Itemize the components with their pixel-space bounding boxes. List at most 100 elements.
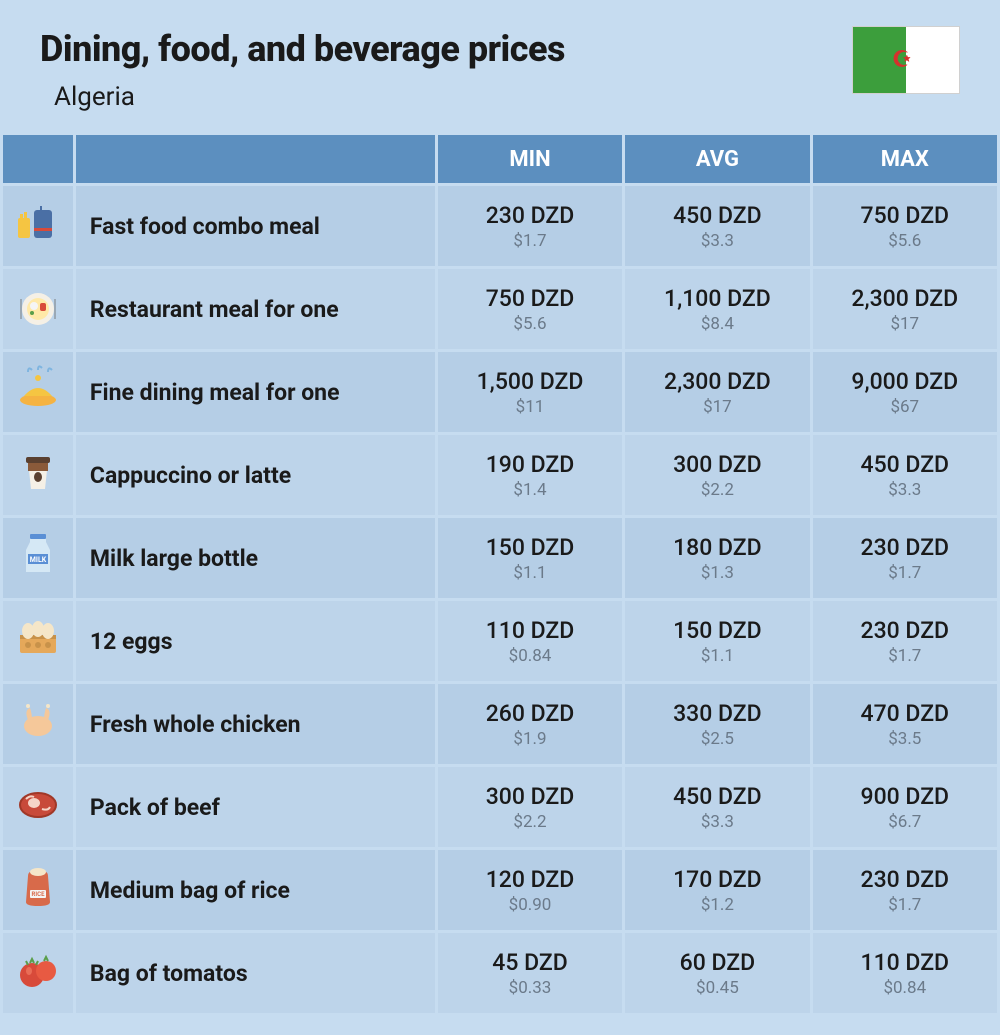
eggs-icon <box>3 601 73 681</box>
price-local: 300 DZD <box>625 450 809 480</box>
price-local: 2,300 DZD <box>813 284 997 314</box>
price-local: 110 DZD <box>813 948 997 978</box>
price-max: 2,300 DZD$17 <box>813 269 997 349</box>
price-min: 120 DZD$0.90 <box>438 850 622 930</box>
country-flag: ☪ <box>852 26 960 94</box>
flag-right-stripe: ☪ <box>906 27 959 93</box>
price-max: 750 DZD$5.6 <box>813 186 997 266</box>
price-avg: 450 DZD$3.3 <box>625 767 809 847</box>
price-min: 750 DZD$5.6 <box>438 269 622 349</box>
price-usd: $5.6 <box>813 231 997 251</box>
price-avg: 330 DZD$2.5 <box>625 684 809 764</box>
price-usd: $8.4 <box>625 314 809 334</box>
price-usd: $2.5 <box>625 729 809 749</box>
price-min: 190 DZD$1.4 <box>438 435 622 515</box>
price-min: 110 DZD$0.84 <box>438 601 622 681</box>
price-usd: $1.7 <box>438 231 622 251</box>
price-local: 450 DZD <box>625 201 809 231</box>
price-usd: $0.84 <box>438 646 622 666</box>
restaurant-meal-icon <box>3 269 73 349</box>
price-min: 45 DZD$0.33 <box>438 933 622 1013</box>
item-label: Milk large bottle <box>76 518 435 598</box>
price-usd: $1.4 <box>438 480 622 500</box>
price-min: 260 DZD$1.9 <box>438 684 622 764</box>
price-usd: $2.2 <box>438 812 622 832</box>
header-max: MAX <box>813 135 997 183</box>
price-usd: $0.84 <box>813 978 997 998</box>
price-usd: $3.3 <box>625 231 809 251</box>
price-max: 470 DZD$3.5 <box>813 684 997 764</box>
price-local: 110 DZD <box>438 616 622 646</box>
flag-emblem-icon: ☪ <box>892 48 912 73</box>
item-label: Restaurant meal for one <box>76 269 435 349</box>
price-local: 750 DZD <box>813 201 997 231</box>
header-avg: AVG <box>625 135 809 183</box>
price-local: 150 DZD <box>438 533 622 563</box>
price-max: 230 DZD$1.7 <box>813 850 997 930</box>
price-max: 900 DZD$6.7 <box>813 767 997 847</box>
table-row: MILK Milk large bottle150 DZD$1.1180 DZD$… <box>3 518 997 598</box>
price-table-wrap: MIN AVG MAX Fast food combo meal230 DZD$… <box>0 132 1000 1016</box>
price-min: 1,500 DZD$11 <box>438 352 622 432</box>
tomatoes-icon <box>3 933 73 1013</box>
price-local: 1,100 DZD <box>625 284 809 314</box>
price-usd: $1.2 <box>625 895 809 915</box>
price-local: 180 DZD <box>625 533 809 563</box>
price-avg: 2,300 DZD$17 <box>625 352 809 432</box>
price-avg: 170 DZD$1.2 <box>625 850 809 930</box>
table-row: Fresh whole chicken260 DZD$1.9330 DZD$2.… <box>3 684 997 764</box>
price-max: 9,000 DZD$67 <box>813 352 997 432</box>
price-max: 230 DZD$1.7 <box>813 518 997 598</box>
table-row: Restaurant meal for one750 DZD$5.61,100 … <box>3 269 997 349</box>
rice-bag-icon: RICE <box>3 850 73 930</box>
price-usd: $1.3 <box>625 563 809 583</box>
price-usd: $1.7 <box>813 563 997 583</box>
price-avg: 300 DZD$2.2 <box>625 435 809 515</box>
price-local: 150 DZD <box>625 616 809 646</box>
beef-icon <box>3 767 73 847</box>
price-local: 170 DZD <box>625 865 809 895</box>
table-header-row: MIN AVG MAX <box>3 135 997 183</box>
table-row: Cappuccino or latte190 DZD$1.4300 DZD$2.… <box>3 435 997 515</box>
item-label: 12 eggs <box>76 601 435 681</box>
milk-bottle-icon: MILK <box>3 518 73 598</box>
svg-text:MILK: MILK <box>30 556 47 564</box>
header-min: MIN <box>438 135 622 183</box>
price-avg: 150 DZD$1.1 <box>625 601 809 681</box>
price-local: 190 DZD <box>438 450 622 480</box>
price-local: 230 DZD <box>813 533 997 563</box>
price-local: 9,000 DZD <box>813 367 997 397</box>
price-min: 150 DZD$1.1 <box>438 518 622 598</box>
price-local: 45 DZD <box>438 948 622 978</box>
table-row: Fast food combo meal230 DZD$1.7450 DZD$3… <box>3 186 997 266</box>
price-usd: $67 <box>813 397 997 417</box>
price-max: 110 DZD$0.84 <box>813 933 997 1013</box>
price-local: 230 DZD <box>813 865 997 895</box>
price-min: 230 DZD$1.7 <box>438 186 622 266</box>
table-row: Pack of beef300 DZD$2.2450 DZD$3.3900 DZ… <box>3 767 997 847</box>
price-usd: $0.33 <box>438 978 622 998</box>
price-usd: $3.3 <box>625 812 809 832</box>
coffee-cup-icon <box>3 435 73 515</box>
price-local: 450 DZD <box>813 450 997 480</box>
price-local: 120 DZD <box>438 865 622 895</box>
price-local: 750 DZD <box>438 284 622 314</box>
price-usd: $11 <box>438 397 622 417</box>
price-local: 60 DZD <box>625 948 809 978</box>
table-row: RICEMedium bag of rice120 DZD$0.90170 DZ… <box>3 850 997 930</box>
price-usd: $3.3 <box>813 480 997 500</box>
price-usd: $5.6 <box>438 314 622 334</box>
price-usd: $1.9 <box>438 729 622 749</box>
item-label: Fresh whole chicken <box>76 684 435 764</box>
price-max: 450 DZD$3.3 <box>813 435 997 515</box>
price-usd: $0.90 <box>438 895 622 915</box>
price-local: 230 DZD <box>813 616 997 646</box>
price-table: MIN AVG MAX Fast food combo meal230 DZD$… <box>0 132 1000 1016</box>
price-usd: $1.1 <box>625 646 809 666</box>
price-local: 300 DZD <box>438 782 622 812</box>
table-row: Bag of tomatos45 DZD$0.3360 DZD$0.45110 … <box>3 933 997 1013</box>
item-label: Fast food combo meal <box>76 186 435 266</box>
price-usd: $1.7 <box>813 895 997 915</box>
price-usd: $2.2 <box>625 480 809 500</box>
price-usd: $1.1 <box>438 563 622 583</box>
